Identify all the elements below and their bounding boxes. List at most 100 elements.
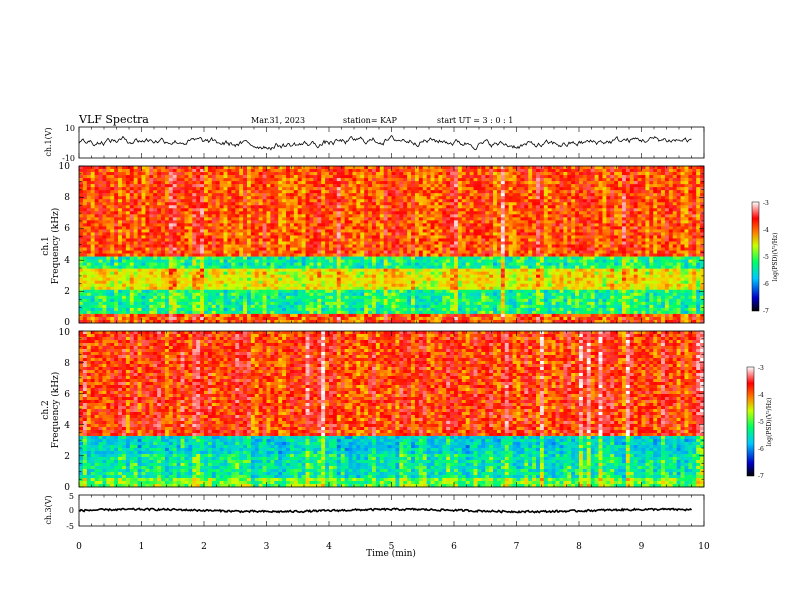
spectrogram-cell	[157, 256, 162, 260]
spectrogram-cell	[567, 223, 572, 227]
spectrogram-cell	[559, 217, 564, 221]
spectrogram-cell	[520, 223, 525, 227]
spectrogram-cell	[258, 238, 263, 242]
spectrogram-cell	[172, 184, 177, 188]
spectrogram-cell	[231, 208, 236, 212]
spectrogram-cell	[407, 253, 412, 257]
spectrogram-cell	[274, 199, 279, 203]
spectrogram-cell	[602, 166, 607, 170]
spectrogram-cell	[278, 232, 283, 236]
spectrogram-cell	[508, 253, 513, 257]
spectrogram-cell	[348, 256, 353, 260]
spectrogram-cell	[399, 187, 404, 191]
spectrogram-cell	[547, 232, 552, 236]
spectrogram-cell	[301, 205, 306, 209]
spectrogram-cell	[461, 169, 467, 173]
spectrogram-cell	[270, 178, 275, 182]
spectrogram-cell	[360, 250, 365, 254]
spectrogram-cell	[395, 181, 400, 185]
spectrogram-cell	[106, 220, 111, 224]
spectrogram-cell	[305, 178, 310, 182]
spectrogram-cell	[243, 172, 248, 176]
spectrogram-cell	[676, 235, 681, 239]
spectrogram-cell	[516, 256, 521, 260]
spectrogram-cell	[329, 175, 334, 179]
spectrogram-cell	[262, 166, 267, 170]
spectrogram-cell	[594, 238, 599, 242]
spectrogram-cell	[215, 238, 220, 242]
spectrogram-cell	[274, 178, 279, 182]
spectrogram-cell	[536, 223, 541, 227]
spectrogram-cell	[196, 196, 201, 200]
spectrogram-cell	[610, 166, 615, 170]
spectrogram-cell	[352, 205, 357, 209]
spectrogram-cell	[700, 184, 705, 188]
spectrogram-cell	[618, 169, 623, 173]
spectrogram-cell	[211, 208, 217, 212]
spectrogram-cell	[442, 184, 447, 188]
spectrogram-cell	[547, 169, 552, 173]
spectrogram-cell	[446, 193, 451, 197]
spectrogram-cell	[571, 238, 576, 242]
spectrogram-cell	[567, 184, 572, 188]
spectrogram-cell	[664, 193, 670, 197]
spectrogram-cell	[79, 223, 84, 227]
spectrogram-cell	[664, 217, 670, 221]
spectrogram-cell	[188, 202, 193, 206]
spectrogram-cell	[282, 223, 287, 227]
spectrogram-cell	[301, 199, 306, 203]
spectrogram-cell	[90, 181, 95, 185]
spectrogram-cell	[618, 196, 623, 200]
spectrogram-cell	[668, 184, 674, 188]
spectrogram-cell	[645, 226, 650, 230]
spectrogram-cell	[645, 238, 650, 242]
spectrogram-cell	[325, 205, 330, 209]
spectrogram-cell	[243, 238, 248, 242]
ch1-ytick-bottom: -10	[62, 154, 75, 163]
spectrogram-cell	[551, 235, 556, 239]
spectrogram-cell	[457, 175, 463, 179]
spectrogram-cell	[274, 172, 279, 176]
spectrogram-cell	[340, 208, 345, 212]
spectrogram-cell	[477, 223, 482, 227]
spectrogram-cell	[309, 208, 314, 212]
spectrogram-cell	[79, 244, 84, 248]
spectrogram-cell	[262, 241, 267, 245]
spectrogram-cell	[422, 166, 427, 170]
spectrogram-cell	[227, 178, 232, 182]
spectrogram-cell	[637, 214, 642, 218]
spectrogram-cell	[368, 217, 373, 221]
spectrogram-cell	[176, 256, 181, 260]
spectrogram-cell	[547, 256, 552, 260]
spectrogram-cell	[149, 181, 154, 185]
spectrogram-cell	[329, 208, 334, 212]
spectrogram-cell	[547, 241, 552, 245]
spectrogram-cell	[305, 187, 310, 191]
spectrogram-cell	[133, 175, 138, 179]
spectrogram-cell	[184, 253, 189, 257]
spectrogram-cell	[414, 202, 420, 206]
spectrogram-cell	[356, 253, 361, 257]
spectrogram-cell	[309, 256, 314, 260]
spectrogram-cell	[309, 166, 314, 170]
spectrogram-cell	[110, 226, 115, 230]
spectrogram-cell	[430, 250, 435, 254]
spectrogram-cell	[172, 250, 177, 254]
spectrogram-cell	[114, 211, 119, 215]
spectrogram-cell	[184, 229, 189, 233]
spectrogram-cell	[653, 229, 658, 233]
spectrogram-cell	[594, 193, 599, 197]
spectrogram-cell	[625, 181, 631, 185]
spectrogram-cell	[145, 178, 150, 182]
spectrogram-cell	[172, 247, 177, 251]
spectrogram-cell	[332, 184, 338, 188]
spectrogram-cell	[121, 193, 127, 197]
spectrogram-cell	[336, 211, 342, 215]
spectrogram-cell	[696, 241, 701, 245]
spectrogram-cell	[668, 208, 674, 212]
spectrogram-cell	[235, 178, 240, 182]
spectrogram-cell	[676, 193, 681, 197]
spectrogram-cell	[618, 199, 623, 203]
spectrogram-cell	[332, 256, 338, 260]
